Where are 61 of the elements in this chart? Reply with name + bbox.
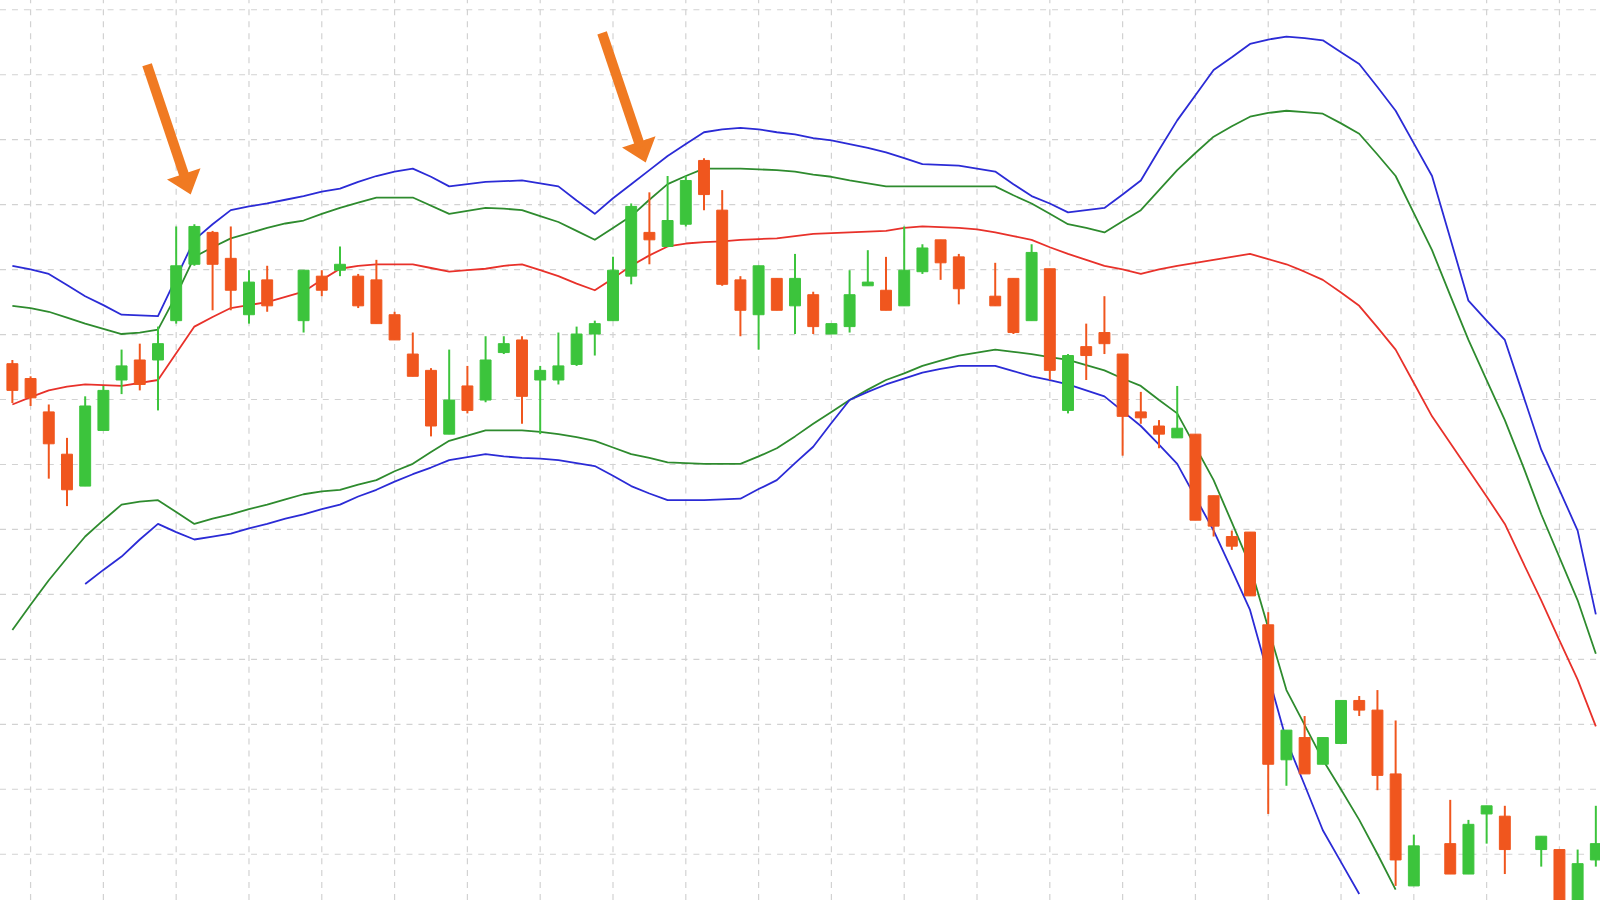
candlestick bbox=[97, 384, 110, 432]
candlestick bbox=[6, 358, 19, 404]
candlestick bbox=[1444, 798, 1457, 876]
candlestick bbox=[1535, 835, 1548, 868]
candlestick bbox=[352, 272, 365, 310]
candlestick bbox=[952, 252, 965, 306]
candlestick bbox=[315, 269, 328, 298]
candlestick bbox=[1225, 529, 1238, 551]
candlestick bbox=[643, 191, 656, 266]
candlestick bbox=[370, 258, 383, 325]
candlestick bbox=[734, 275, 747, 338]
candlestick bbox=[42, 403, 55, 480]
candlestick bbox=[552, 331, 565, 386]
candlestick bbox=[898, 225, 911, 307]
candlestick bbox=[1298, 715, 1311, 775]
candlestick bbox=[479, 335, 492, 404]
candlestick bbox=[570, 325, 583, 367]
candlestick bbox=[916, 243, 929, 275]
candlestick bbox=[224, 225, 237, 312]
candlestick bbox=[61, 436, 73, 508]
candlestick bbox=[807, 290, 820, 336]
candlestick bbox=[1316, 736, 1329, 766]
candlestick bbox=[133, 342, 146, 392]
candlestick bbox=[388, 310, 401, 341]
candlestick bbox=[1571, 848, 1584, 900]
candlestick bbox=[789, 252, 801, 336]
candlestick bbox=[1589, 804, 1600, 868]
candlestick bbox=[989, 261, 1002, 307]
candlestick bbox=[115, 348, 128, 396]
candlestick bbox=[261, 264, 274, 313]
candlestick bbox=[1098, 295, 1111, 356]
candlestick bbox=[1498, 804, 1511, 876]
candlestick bbox=[243, 269, 255, 325]
candlestick bbox=[843, 269, 856, 334]
candlestick bbox=[880, 255, 892, 312]
candlestick bbox=[1153, 419, 1165, 450]
candlestick bbox=[1480, 804, 1493, 845]
candlestick bbox=[698, 157, 710, 212]
candlestick bbox=[443, 348, 456, 436]
candlestick bbox=[188, 223, 201, 267]
candlestick bbox=[206, 229, 219, 312]
candlestick bbox=[1171, 384, 1184, 439]
candlestick bbox=[152, 325, 164, 412]
candlestick bbox=[679, 175, 692, 228]
candlestick bbox=[406, 331, 419, 378]
candlestick bbox=[1280, 729, 1293, 787]
candlestick bbox=[461, 364, 474, 415]
candlestick bbox=[1080, 322, 1093, 382]
candlestick bbox=[1207, 494, 1220, 538]
candlestick bbox=[1335, 699, 1347, 744]
candlestick bbox=[334, 245, 346, 278]
candlestick bbox=[770, 277, 783, 312]
candlestick bbox=[588, 319, 601, 357]
candlestick bbox=[1353, 695, 1366, 718]
candlestick bbox=[24, 375, 37, 407]
candlestick bbox=[934, 238, 947, 281]
candlestick bbox=[1407, 833, 1420, 887]
candlestick bbox=[534, 364, 547, 436]
candlestick bbox=[661, 175, 674, 248]
candlestick bbox=[861, 249, 874, 287]
candlestick bbox=[1134, 390, 1147, 425]
